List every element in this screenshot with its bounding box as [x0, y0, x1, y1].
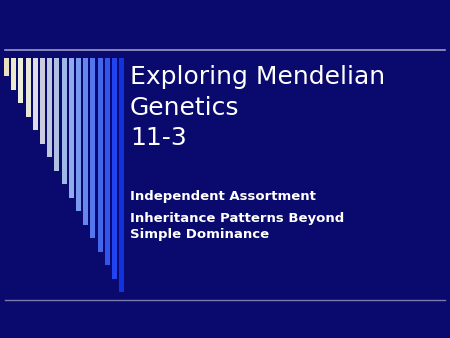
Text: Independent Assortment: Independent Assortment [130, 190, 316, 203]
Bar [112, 58, 117, 279]
Bar [18, 58, 23, 103]
Bar [11, 58, 16, 90]
Bar [83, 58, 88, 224]
Bar [54, 58, 59, 170]
Bar [4, 58, 9, 76]
Bar [76, 58, 81, 211]
Bar [98, 58, 103, 251]
Text: Inheritance Patterns Beyond
Simple Dominance: Inheritance Patterns Beyond Simple Domin… [130, 212, 344, 241]
Bar [47, 58, 52, 157]
Bar [105, 58, 110, 265]
Bar [69, 58, 74, 197]
Bar [119, 58, 124, 292]
Bar [62, 58, 67, 184]
Bar [90, 58, 95, 238]
Text: Exploring Mendelian
Genetics
11-3: Exploring Mendelian Genetics 11-3 [130, 65, 385, 150]
Bar [33, 58, 38, 130]
Bar [40, 58, 45, 144]
Bar [26, 58, 31, 117]
